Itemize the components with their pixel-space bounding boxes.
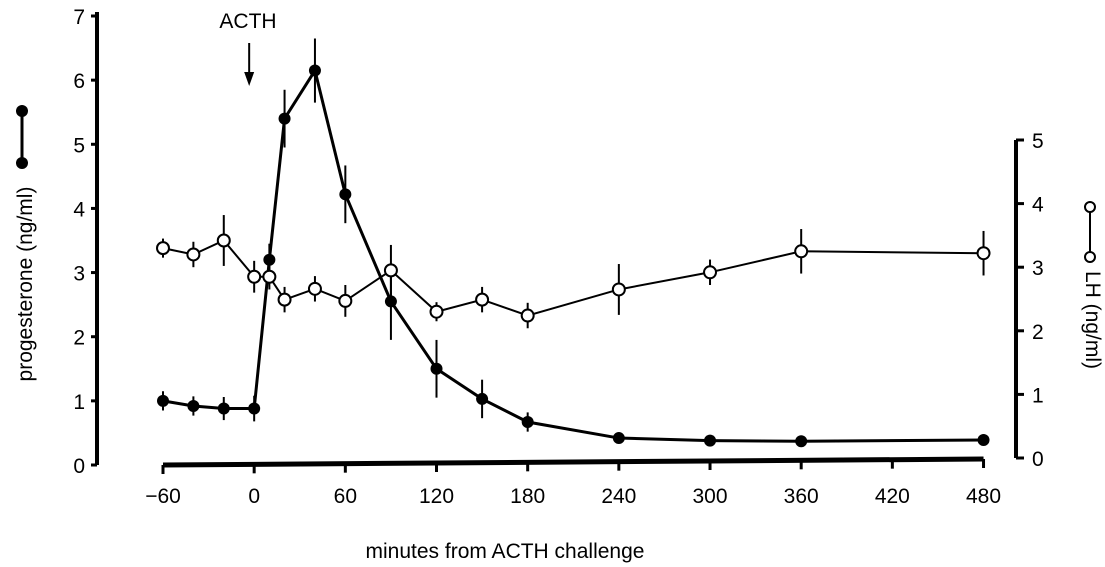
data-point (248, 402, 261, 415)
data-point (278, 112, 291, 125)
axes: 0 1 2 3 4 5 6 7 0 1 2 3 4 5 −60 0 60 120 180 240 300 360 420 48… (16, 6, 1096, 508)
x-axis-tick-label: 480 (966, 485, 1001, 508)
data-point (977, 433, 990, 446)
data-point (157, 394, 169, 407)
data-point (216, 233, 231, 248)
x-axis-title: minutes from ACTH challenge (366, 540, 645, 563)
left-axis-tick-label: 6 (73, 70, 85, 93)
left-axis-title: progesterone (ng/ml) (14, 187, 37, 382)
right-axis-tick-label: 4 (1032, 194, 1044, 217)
data-point (308, 64, 321, 77)
data-point (186, 247, 201, 262)
left-axis-tick-label: 4 (73, 198, 85, 221)
data-point (703, 265, 718, 280)
data-point (611, 282, 626, 297)
data-point (277, 292, 292, 307)
data-point (217, 402, 230, 415)
data-point (704, 434, 717, 447)
legend-lh-marker (1084, 251, 1096, 263)
series-line (162, 66, 984, 443)
x-axis-tick-label: 120 (419, 485, 454, 508)
data-point (262, 269, 277, 284)
data-point (307, 281, 322, 296)
data-point (156, 241, 170, 256)
right-axis-tick-label: 2 (1032, 321, 1044, 344)
data-point (430, 362, 443, 375)
data-point (339, 188, 352, 201)
data-point (429, 304, 444, 319)
data-point (475, 292, 490, 307)
left-axis-tick-label: 3 (73, 263, 85, 286)
right-axis-tick-label: 3 (1032, 257, 1044, 280)
x-axis-line (162, 456, 984, 468)
left-axis-tick-label: 1 (73, 391, 85, 414)
data-point (976, 246, 991, 261)
data-point (795, 435, 808, 448)
x-axis-tick-label: 360 (784, 485, 819, 508)
left-axis-tick-label: 7 (73, 6, 85, 29)
x-axis-tick-label: 300 (692, 485, 727, 508)
x-axis-tick-label: −60 (145, 485, 181, 508)
x-axis-tick-label: 0 (248, 485, 260, 508)
data-point (612, 432, 625, 445)
data-point (187, 399, 200, 412)
data-point (383, 263, 398, 278)
data-point (247, 269, 262, 284)
right-axis-tick-label: 0 (1032, 448, 1044, 471)
right-axis-tick-label: 5 (1032, 130, 1044, 153)
legend-progesterone-marker (16, 157, 28, 169)
progesterone-series (157, 38, 990, 448)
left-axis-tick-label: 5 (73, 134, 85, 157)
data-point (384, 295, 397, 308)
legend-lh-marker (1084, 201, 1096, 213)
data-point (476, 392, 489, 405)
right-axis-title: LH (ng/ml) (1081, 271, 1104, 369)
data-point (521, 416, 534, 429)
data-point (338, 293, 353, 308)
x-axis-tick-label: 180 (510, 485, 545, 508)
data-point (263, 253, 276, 266)
legend-progesterone-marker (16, 105, 28, 117)
acth-arrow-head (244, 72, 255, 86)
text-layer: minutes from ACTH challenge progesterone… (14, 10, 1104, 563)
lh-series (156, 215, 991, 329)
x-axis-tick-label: 240 (601, 485, 636, 508)
left-axis-tick-label: 0 (73, 455, 85, 478)
left-axis-tick-label: 2 (73, 327, 85, 350)
data-point (794, 244, 809, 259)
acth-annotation-label: ACTH (219, 10, 276, 33)
x-axis-tick-label: 420 (875, 485, 910, 508)
series-layer (156, 38, 991, 448)
x-axis-tick-label: 60 (334, 485, 357, 508)
data-point (520, 308, 535, 323)
right-axis-tick-label: 1 (1032, 384, 1044, 407)
series-line (162, 239, 984, 317)
